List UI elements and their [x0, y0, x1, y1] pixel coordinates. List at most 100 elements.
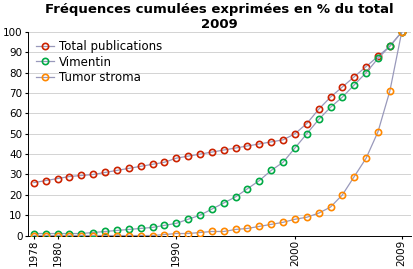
Total publications [185, 154, 190, 158]
Tumor stroma [221, 230, 225, 233]
Total publications [79, 174, 84, 177]
Total publications [90, 173, 95, 176]
Tumor stroma [90, 234, 95, 237]
Vimentin [256, 179, 261, 182]
Line: Vimentin: Vimentin [31, 29, 404, 237]
Tumor stroma [244, 227, 249, 230]
Total publications [363, 65, 368, 68]
Vimentin [363, 71, 368, 74]
Vimentin [79, 232, 84, 235]
Vimentin [197, 214, 202, 217]
Total publications [375, 55, 380, 58]
Total publications [43, 179, 48, 182]
Tumor stroma [173, 232, 178, 235]
Tumor stroma [268, 223, 273, 226]
Tumor stroma [351, 175, 356, 178]
Total publications [161, 161, 166, 164]
Tumor stroma [316, 211, 320, 215]
Vimentin [221, 201, 225, 205]
Tumor stroma [31, 234, 36, 237]
Tumor stroma [375, 130, 380, 133]
Total publications [209, 150, 214, 154]
Vimentin [209, 207, 214, 211]
Vimentin [375, 57, 380, 60]
Line: Tumor stroma: Tumor stroma [31, 29, 404, 239]
Vimentin [150, 226, 154, 229]
Total publications [150, 163, 154, 166]
Vimentin [126, 228, 131, 231]
Total publications [316, 108, 320, 111]
Vimentin [185, 218, 190, 221]
Tumor stroma [304, 216, 309, 219]
Vimentin [398, 30, 403, 34]
Total publications [244, 144, 249, 148]
Total publications [256, 142, 261, 146]
Vimentin [31, 232, 36, 235]
Tumor stroma [327, 206, 332, 209]
Vimentin [304, 132, 309, 135]
Total publications [398, 30, 403, 34]
Vimentin [43, 232, 48, 235]
Tumor stroma [79, 234, 84, 237]
Title: Fréquences cumulées exprimées en % du total
2009: Fréquences cumulées exprimées en % du to… [45, 3, 393, 31]
Total publications [31, 181, 36, 184]
Tumor stroma [161, 233, 166, 236]
Tumor stroma [126, 234, 131, 237]
Vimentin [327, 106, 332, 109]
Tumor stroma [256, 225, 261, 228]
Tumor stroma [185, 232, 190, 235]
Tumor stroma [387, 89, 392, 93]
Tumor stroma [55, 234, 60, 237]
Vimentin [138, 227, 143, 230]
Tumor stroma [280, 221, 285, 224]
Total publications [304, 122, 309, 125]
Total publications [387, 45, 392, 48]
Vimentin [268, 169, 273, 172]
Total publications [67, 175, 72, 178]
Vimentin [292, 146, 297, 150]
Total publications [351, 75, 356, 78]
Total publications [126, 167, 131, 170]
Total publications [221, 148, 225, 152]
Tumor stroma [150, 234, 154, 237]
Total publications [280, 138, 285, 141]
Vimentin [233, 195, 237, 199]
Tumor stroma [398, 30, 403, 34]
Legend: Total publications, Vimentin, Tumor stroma: Total publications, Vimentin, Tumor stro… [34, 38, 164, 86]
Tumor stroma [209, 230, 214, 233]
Tumor stroma [339, 193, 344, 196]
Tumor stroma [102, 234, 107, 237]
Vimentin [351, 83, 356, 87]
Tumor stroma [138, 234, 143, 237]
Total publications [55, 177, 60, 180]
Vimentin [316, 118, 320, 121]
Total publications [292, 132, 297, 135]
Total publications [114, 169, 119, 172]
Total publications [197, 153, 202, 156]
Vimentin [244, 187, 249, 190]
Vimentin [67, 232, 72, 235]
Total publications [102, 171, 107, 174]
Tumor stroma [233, 228, 237, 231]
Total publications [138, 165, 143, 168]
Vimentin [387, 45, 392, 48]
Tumor stroma [67, 234, 72, 237]
Vimentin [339, 95, 344, 99]
Total publications [327, 95, 332, 99]
Total publications [339, 85, 344, 89]
Vimentin [280, 161, 285, 164]
Tumor stroma [197, 231, 202, 234]
Total publications [268, 140, 273, 143]
Tumor stroma [114, 234, 119, 237]
Total publications [173, 157, 178, 160]
Tumor stroma [292, 218, 297, 221]
Vimentin [102, 230, 107, 233]
Total publications [233, 146, 237, 150]
Vimentin [161, 224, 166, 227]
Vimentin [173, 222, 178, 225]
Vimentin [114, 229, 119, 232]
Line: Total publications: Total publications [31, 29, 404, 186]
Tumor stroma [363, 157, 368, 160]
Vimentin [55, 232, 60, 235]
Vimentin [90, 231, 95, 234]
